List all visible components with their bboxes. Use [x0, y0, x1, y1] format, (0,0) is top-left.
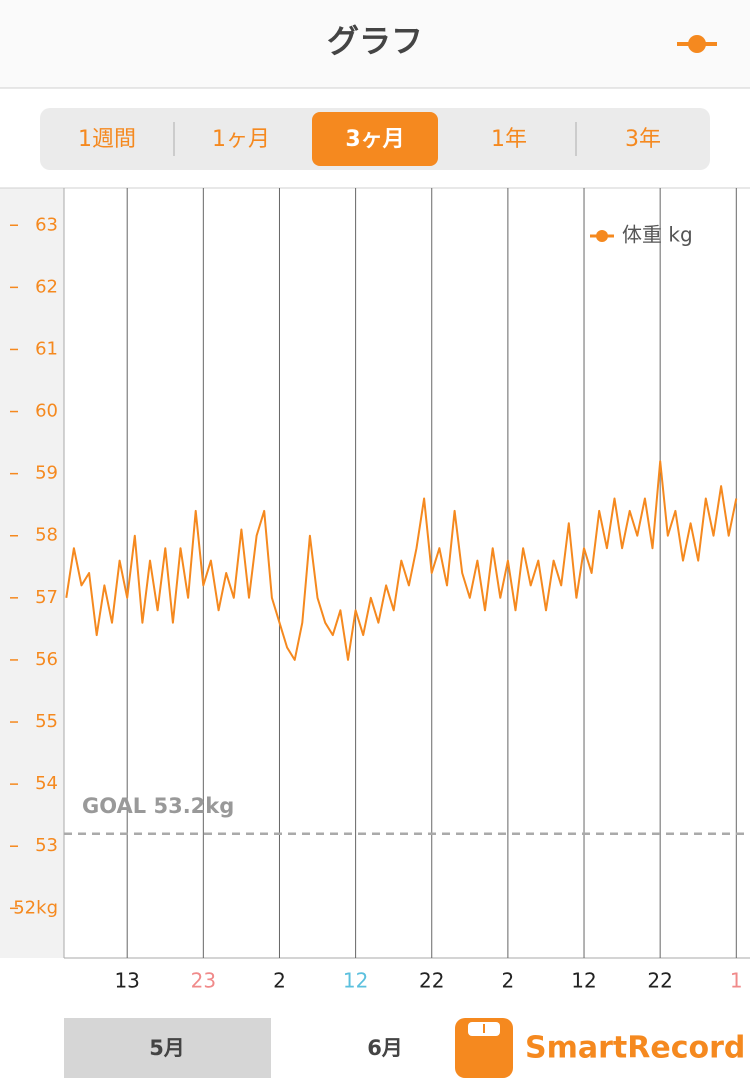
y-tick-label: 59: [35, 463, 58, 484]
x-tick-label: 22: [419, 969, 444, 993]
goal-label: GOAL 53.2kg: [82, 794, 234, 818]
month-tab-bg: [64, 1018, 271, 1078]
x-tick-label: 1: [730, 969, 743, 993]
y-tick-label: 56: [35, 649, 58, 670]
app-icon: [455, 1018, 513, 1078]
x-tick-label: 2: [502, 969, 515, 993]
header-title: グラフ: [327, 22, 423, 60]
segment-tab[interactable]: 1週間: [78, 127, 136, 152]
x-tick-label: 12: [571, 969, 596, 993]
weight-line: [65, 460, 738, 661]
legend-label: 体重 kg: [622, 223, 693, 247]
segment-tab[interactable]: 1ヶ月: [212, 127, 270, 152]
x-tick-label: 13: [114, 969, 139, 993]
month-tab[interactable]: 5月: [149, 1036, 185, 1060]
header-bar: [0, 0, 750, 88]
x-tick-label: 2: [273, 969, 286, 993]
y-tick-label: 57: [35, 587, 58, 608]
settings-icon[interactable]: [677, 35, 717, 53]
y-tick-label: 52kg: [13, 897, 58, 918]
segment-tab[interactable]: 1年: [491, 127, 527, 152]
y-tick-label: 58: [35, 525, 58, 546]
y-tick-label: 63: [35, 214, 58, 235]
y-tick-label: 54: [35, 773, 58, 794]
y-tick-label: 55: [35, 711, 58, 732]
month-tab[interactable]: 6月: [367, 1036, 403, 1060]
y-axis-panel: [0, 188, 64, 958]
brand-name: SmartRecord: [525, 1031, 745, 1066]
y-tick-label: 62: [35, 276, 58, 297]
y-tick-label: 53: [35, 835, 58, 856]
x-tick-label: 12: [343, 969, 368, 993]
segment-selected: [312, 112, 438, 166]
y-tick-label: 60: [35, 401, 58, 422]
segment-tab[interactable]: 3年: [625, 127, 661, 152]
x-tick-label: 22: [647, 969, 672, 993]
x-tick-label: 23: [191, 969, 216, 993]
legend-dot: [596, 230, 608, 242]
y-tick-label: 61: [35, 338, 58, 359]
segment-tab[interactable]: 3ヶ月: [345, 127, 404, 152]
